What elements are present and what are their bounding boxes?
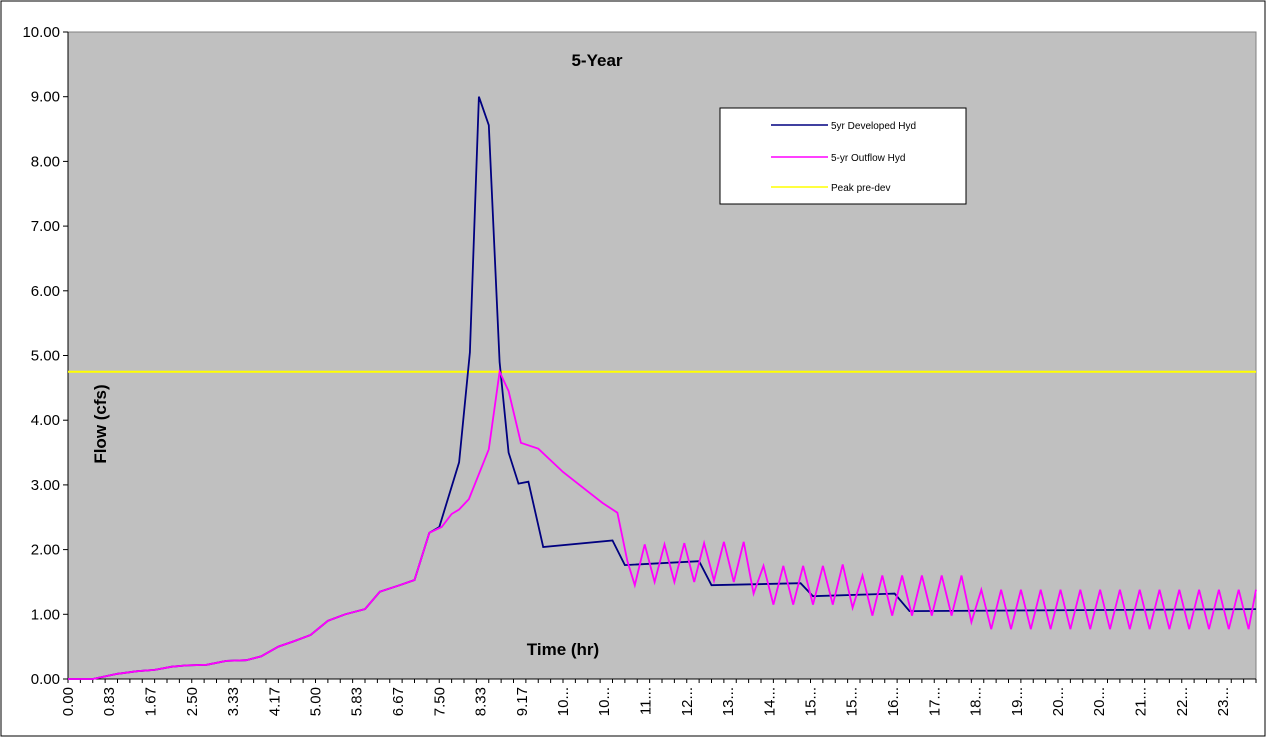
y-tick-label: 0.00 xyxy=(31,671,60,688)
y-tick-label: 7.00 xyxy=(31,218,60,235)
y-tick-label: 1.00 xyxy=(31,606,60,623)
y-axis: 0.00 1.00 2.00 3.00 4.00 5.00 6.00 7.00 8.00 9.00… xyxy=(22,24,69,688)
legend-label-outflow: 5-yr Outflow Hyd xyxy=(831,153,905,164)
plot-area xyxy=(67,31,1257,680)
x-tick-label: 10... xyxy=(555,687,572,716)
x-tick-label: 15... xyxy=(803,687,820,716)
x-tick-label: 16... xyxy=(885,687,902,716)
legend-label-peak-predev: Peak pre-dev xyxy=(831,183,890,194)
x-tick-label: 3.33 xyxy=(225,687,242,716)
x-tick-label: 1.67 xyxy=(143,687,160,716)
x-tick-label: 5.83 xyxy=(349,687,366,716)
x-tick-label: 14... xyxy=(761,687,778,716)
x-tick-label: 15... xyxy=(844,687,861,716)
x-tick-label: 9.17 xyxy=(514,687,531,716)
x-tick-label: 10... xyxy=(596,687,613,716)
x-tick-label: 13... xyxy=(720,687,737,716)
x-tick-label: 7.50 xyxy=(431,687,448,716)
y-tick-label: 4.00 xyxy=(31,412,60,429)
series-outflow-line xyxy=(68,368,1257,680)
x-tick-label: 22... xyxy=(1174,687,1191,716)
series-layer xyxy=(68,96,1257,680)
x-tick-label: 0.00 xyxy=(60,687,77,716)
y-tick-label: 3.00 xyxy=(31,477,60,494)
x-axis-label: Time (hr) xyxy=(527,640,599,659)
x-tick-label: 2.50 xyxy=(184,687,201,716)
x-tick-label: 20... xyxy=(1091,687,1108,716)
y-axis-label: Flow (cfs) xyxy=(91,384,110,463)
x-tick-label: 12... xyxy=(679,687,696,716)
x-tick-label: 6.67 xyxy=(390,687,407,716)
x-axis: 0.00 0.83 1.67 2.50 3.33 4.17 5.00 5.83 6.67 7.50… xyxy=(60,678,1257,716)
x-tick-label: 18... xyxy=(967,687,984,716)
x-tick-label: 21... xyxy=(1133,687,1150,716)
x-tick-label: 0.83 xyxy=(101,687,118,716)
legend-label-developed: 5yr Developed Hyd xyxy=(831,121,916,132)
x-tick-label: 11... xyxy=(638,687,655,715)
y-tick-label: 8.00 xyxy=(31,153,60,170)
y-tick-label: 9.00 xyxy=(31,89,60,106)
x-tick-label: 20... xyxy=(1050,687,1067,716)
x-tick-label: 8.33 xyxy=(472,687,489,716)
x-tick-label: 5.00 xyxy=(308,687,325,716)
chart-title: 5-Year xyxy=(571,51,622,70)
x-tick-label: 23... xyxy=(1215,687,1232,716)
x-tick-label: 17... xyxy=(926,687,943,716)
y-tick-label: 2.00 xyxy=(31,542,60,559)
y-tick-label: 5.00 xyxy=(31,348,60,365)
y-tick-label: 10.00 xyxy=(22,24,60,41)
x-tick-label: 4.17 xyxy=(266,687,283,716)
y-tick-label: 6.00 xyxy=(31,283,60,300)
x-tick-label: 19... xyxy=(1009,687,1026,716)
legend-box xyxy=(719,107,967,205)
legend: 5yr Developed Hyd 5-yr Outflow Hyd Peak … xyxy=(719,107,967,205)
